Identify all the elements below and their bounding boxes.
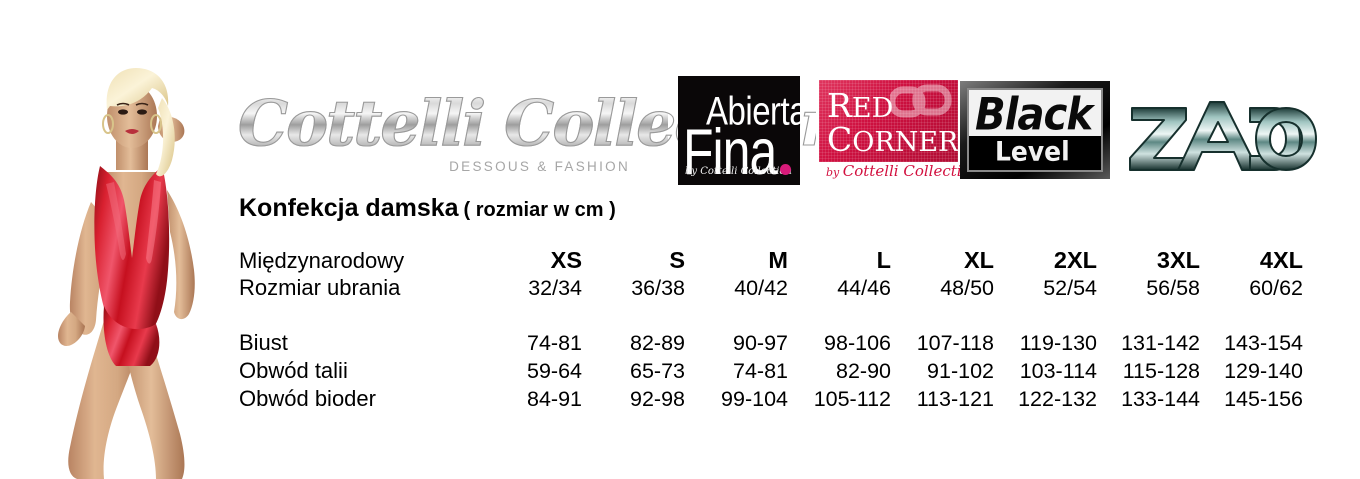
row-label-bust: Biust	[239, 330, 288, 355]
black-level-logo: Black Level	[960, 81, 1110, 179]
zado-logo	[1124, 94, 1318, 174]
bust-3xl: 131-142	[1121, 331, 1200, 355]
hips-xs: 84-91	[527, 387, 582, 411]
cottelli-collection-logo: Cottelli Collection DESSOUS & FASHION	[237, 86, 846, 185]
table-spacer-cell	[239, 302, 1303, 329]
cottelli-wordmark: Cottelli Collection	[237, 86, 846, 160]
size-header-4xl: 4XL	[1259, 247, 1303, 273]
abierta-fina-line2: Fina	[683, 115, 777, 185]
abierta-fina-byline: by Cottelli Collection	[685, 166, 792, 177]
black-level-line2: Level	[995, 136, 1070, 167]
waist-xl: 91-102	[927, 359, 994, 383]
black-level-white-panel	[969, 90, 1101, 137]
clothing-size-xl: 48/50	[940, 276, 994, 300]
size-chart-table: Międzynarodowy XS S M L XL 2XL 3XL 4XL R…	[239, 247, 1303, 413]
bust-m: 90-97	[733, 331, 788, 355]
size-header-m: M	[768, 247, 788, 273]
red-corner-panel: RED CORNER	[819, 80, 958, 162]
page-title: Konfekcja damska( rozmiar w cm )	[239, 194, 616, 223]
table-row-international: Międzynarodowy XS S M L XL 2XL 3XL 4XL	[239, 247, 1303, 274]
black-level-frame: Black Level	[967, 88, 1103, 172]
page-title-main: Konfekcja damska	[239, 194, 459, 222]
row-label-clothing-size: Rozmiar ubrania	[239, 275, 401, 300]
row-label-waist: Obwód talii	[239, 358, 348, 383]
size-header-2xl: 2XL	[1053, 247, 1097, 273]
waist-xs: 59-64	[527, 359, 582, 383]
cottelli-tagline: DESSOUS & FASHION	[449, 159, 630, 174]
clothing-size-3xl: 56/58	[1146, 276, 1200, 300]
table-spacer-row	[239, 302, 1303, 329]
row-label-international: Międzynarodowy	[239, 248, 405, 273]
size-header-s: S	[669, 247, 685, 273]
clothing-size-4xl: 60/62	[1249, 276, 1303, 300]
bust-xl: 107-118	[916, 331, 994, 355]
bust-l: 98-106	[824, 331, 891, 355]
table-row-bust: Biust 74-81 82-89 90-97 98-106 107-118 1…	[239, 329, 1303, 357]
bust-s: 82-89	[630, 331, 685, 355]
clothing-size-m: 40/42	[734, 276, 788, 300]
waist-4xl: 129-140	[1224, 359, 1303, 383]
bust-4xl: 143-154	[1224, 331, 1303, 355]
clothing-size-2xl: 52/54	[1043, 276, 1097, 300]
table-row-hips: Obwód bioder 84-91 92-98 99-104 105-112 …	[239, 385, 1303, 413]
red-corner-byline: by Cottelli Collection	[826, 162, 961, 180]
hips-m: 99-104	[721, 387, 788, 411]
waist-3xl: 115-128	[1122, 359, 1200, 383]
hips-4xl: 145-156	[1224, 387, 1303, 411]
clothing-size-xs: 32/34	[528, 276, 582, 300]
model-product-photo	[44, 62, 224, 479]
abierta-fina-dot-icon	[780, 164, 791, 175]
hips-2xl: 122-132	[1018, 387, 1097, 411]
hips-l: 105-112	[813, 387, 891, 411]
waist-m: 74-81	[733, 359, 788, 383]
black-level-line1: Black	[975, 88, 1093, 140]
red-corner-line1: RED	[827, 86, 894, 125]
waist-l: 82-90	[836, 359, 891, 383]
abierta-fina-line1: Abierta	[706, 88, 800, 134]
abierta-fina-logo: Abierta Fina by Cottelli Collection	[678, 76, 800, 185]
size-header-xs: XS	[550, 247, 582, 273]
bust-xs: 74-81	[527, 331, 582, 355]
clothing-size-l: 44/46	[837, 276, 891, 300]
waist-s: 65-73	[630, 359, 685, 383]
hips-3xl: 133-144	[1121, 387, 1200, 411]
size-header-l: L	[876, 247, 891, 273]
hips-s: 92-98	[630, 387, 685, 411]
red-corner-line2: CORNER	[827, 120, 959, 159]
hips-xl: 113-121	[916, 387, 994, 411]
row-label-hips: Obwód bioder	[239, 386, 376, 411]
brand-logo-band: Cottelli Collection DESSOUS & FASHION Ab…	[237, 70, 1318, 185]
clothing-size-s: 36/38	[631, 276, 685, 300]
size-header-3xl: 3XL	[1156, 247, 1200, 273]
size-header-xl: XL	[963, 247, 994, 273]
interlocking-rings-icon	[890, 84, 952, 118]
table-row-clothing-size: Rozmiar ubrania 32/34 36/38 40/42 44/46 …	[239, 274, 1303, 302]
page-title-unit: ( rozmiar w cm )	[463, 199, 616, 221]
red-corner-logo: RED CORNER by Cottelli Collection	[816, 80, 961, 185]
table-row-waist: Obwód talii 59-64 65-73 74-81 82-90 91-1…	[239, 357, 1303, 385]
waist-2xl: 103-114	[1019, 359, 1097, 383]
bust-2xl: 119-130	[1019, 331, 1097, 355]
